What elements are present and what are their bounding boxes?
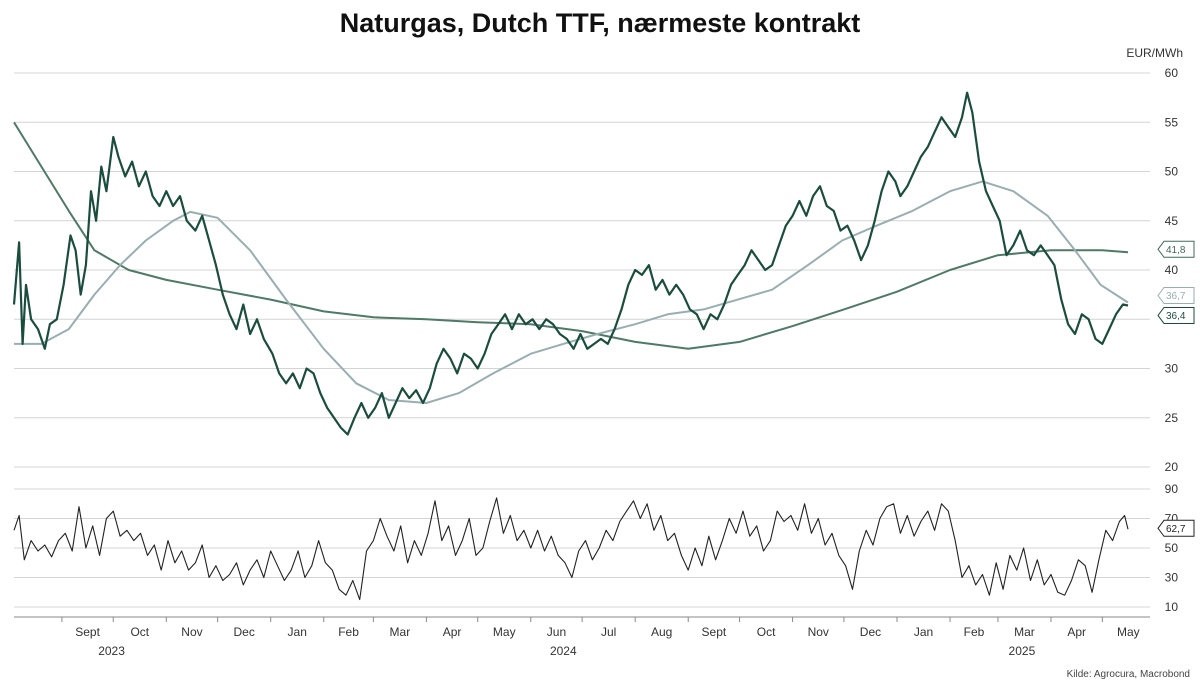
indicator-y-tick-label: 10 — [1165, 600, 1179, 614]
x-month-label: Jan — [288, 625, 307, 639]
x-axis: Sept Oct Nov Dec Jan Feb Mar Apr May Jun Jul Aug Sep… — [14, 616, 1150, 658]
source-note: Kilde: Agrocura, Macrobond — [1067, 669, 1190, 680]
chart-title: Naturgas, Dutch TTF, nærmeste kontrakt — [339, 8, 861, 38]
indicator-y-tick-label: 50 — [1165, 541, 1179, 555]
y-tick-label: 55 — [1165, 115, 1179, 129]
x-year-label: 2023 — [98, 644, 125, 658]
y-tick-label: 40 — [1165, 263, 1179, 277]
indicator-series — [13, 497, 1129, 601]
x-month-label: Nov — [808, 625, 829, 639]
x-month-label: Sept — [702, 625, 727, 639]
x-month-label: Dec — [233, 625, 254, 639]
main-gridlines — [14, 72, 1150, 468]
y-tick-label: 45 — [1165, 214, 1179, 228]
main-y-ticks: 202530354045505560 — [1165, 66, 1179, 474]
last-value-tags: 41,8 36,7 36,4 62,7 — [1157, 240, 1195, 537]
y-tick-label: 60 — [1165, 66, 1179, 80]
x-month-label: Apr — [443, 625, 462, 639]
indicator-y-tick-label: 90 — [1165, 482, 1179, 496]
y-tick-label: 30 — [1165, 362, 1179, 376]
last-value-tag-box — [1157, 240, 1195, 258]
indicator-y-tick-label: 30 — [1165, 571, 1179, 585]
y-tick-label: 20 — [1165, 460, 1179, 474]
x-month-label: Oct — [130, 625, 149, 639]
x-month-label: Jul — [601, 625, 616, 639]
last-value-tag-box — [1157, 287, 1195, 305]
series-line-1 — [14, 180, 1129, 404]
x-month-label: Apr — [1067, 625, 1086, 639]
main-series — [12, 91, 1129, 436]
last-value-tag-box — [1157, 519, 1195, 537]
x-month-label: Jun — [547, 625, 566, 639]
y-tick-label: 50 — [1165, 165, 1179, 179]
x-month-label: Feb — [964, 625, 985, 639]
last-value-tag-box — [1157, 306, 1195, 324]
x-year-label: 2024 — [550, 644, 577, 658]
x-month-label: May — [493, 625, 516, 639]
x-month-label: Aug — [651, 625, 672, 639]
x-month-label: Oct — [757, 625, 776, 639]
y-axis-unit: EUR/MWh — [1126, 46, 1183, 60]
x-month-label: Sept — [75, 625, 100, 639]
last-value-tag-label: 62,7 — [1166, 524, 1186, 535]
x-month-label: Dec — [860, 625, 881, 639]
indicator-gridlines — [14, 488, 1150, 608]
y-tick-label: 25 — [1165, 411, 1179, 425]
x-month-label: Feb — [338, 625, 359, 639]
series-line-0 — [12, 91, 1129, 436]
last-value-tag-label: 36,7 — [1166, 291, 1186, 302]
x-month-label: May — [1117, 625, 1140, 639]
last-value-tag-label: 36,4 — [1166, 311, 1186, 322]
x-month-label: Jan — [914, 625, 933, 639]
x-month-label: Mar — [390, 625, 411, 639]
last-value-tag-label: 41,8 — [1166, 245, 1186, 256]
indicator-line — [13, 497, 1129, 601]
x-month-label: Nov — [181, 625, 202, 639]
series-line-2 — [13, 121, 1129, 350]
x-year-label: 2025 — [1009, 644, 1036, 658]
x-month-label: Mar — [1014, 625, 1035, 639]
